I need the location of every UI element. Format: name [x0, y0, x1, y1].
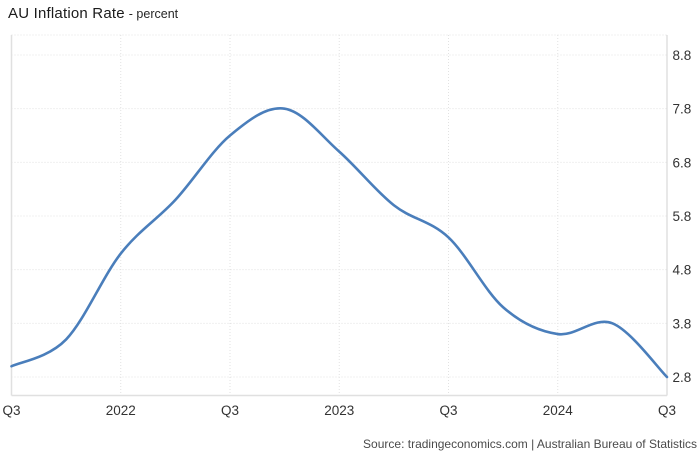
- y-tick-label: 2.8: [673, 370, 692, 385]
- x-tick-label: Q3: [439, 403, 457, 418]
- inflation-spline: [10, 107, 669, 379]
- y-tick-label: 6.8: [673, 155, 692, 170]
- y-tick-label: 7.8: [673, 102, 692, 117]
- y-tick-label: 4.8: [673, 263, 692, 278]
- plot-border: [10, 34, 668, 397]
- x-tick-label: 2022: [106, 403, 136, 418]
- x-tick-label: Q3: [221, 403, 239, 418]
- chart-header: AU Inflation Rate - percent: [8, 5, 178, 23]
- y-tick-label: 8.8: [673, 48, 692, 63]
- x-tick-label: Q3: [2, 403, 20, 418]
- y-tick-label: 5.8: [673, 209, 692, 224]
- chart-title: AU Inflation Rate: [8, 5, 125, 22]
- y-axis-labels: 8.8 7.8 6.8 5.8 4.8 3.8 2.8: [673, 48, 692, 385]
- x-tick-label: 2023: [324, 403, 354, 418]
- x-gridlines: [11, 35, 668, 396]
- y-tick-label: 3.8: [673, 316, 692, 331]
- x-tick-label: Q3: [658, 403, 676, 418]
- source-credit: Source: tradingeconomics.com | Australia…: [363, 437, 697, 451]
- inflation-chart-svg: 8.87.86.85.84.83.82.8Q3 2022 Q3 2023 Q3 2024 Q…: [2, 34, 692, 418]
- chart-subtitle: - percent: [128, 7, 179, 21]
- x-axis-labels: Q3 2022 Q3 2023 Q3 2024 Q3: [2, 403, 676, 418]
- x-tick-label: 2024: [543, 403, 574, 418]
